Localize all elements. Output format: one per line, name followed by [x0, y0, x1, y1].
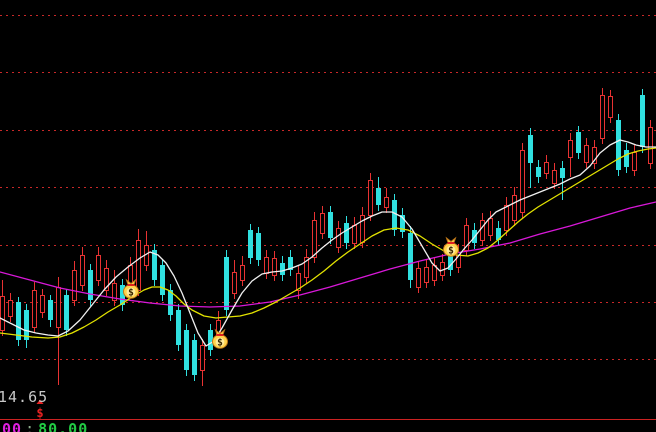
grid-lines — [0, 15, 656, 360]
candle-body-down — [152, 250, 157, 280]
candle-body-up — [544, 162, 549, 174]
candle-body-down — [248, 230, 253, 258]
candle-body-down — [224, 257, 229, 310]
candle-body-up — [600, 95, 605, 139]
candle-body-up — [272, 258, 277, 276]
candle-body-up — [632, 152, 637, 171]
price-label: 14.65 — [0, 388, 49, 406]
candle-body-up — [264, 257, 269, 274]
money-bag-icon: $ — [123, 278, 139, 299]
candle-body-down — [288, 257, 293, 270]
candle-body-down — [624, 150, 629, 167]
candle-body-down — [16, 302, 21, 340]
candle-body-up — [424, 267, 429, 283]
candle-body-up — [512, 195, 517, 221]
candle-body-up — [592, 147, 597, 164]
candle-body-up — [200, 345, 205, 371]
footer-readout: 00:80.00 — [2, 420, 88, 432]
candle-body-up — [520, 150, 525, 213]
candle-body-down — [256, 233, 261, 260]
candle-body-down — [120, 285, 125, 305]
money-bag-icon: $ — [212, 328, 228, 349]
candle-body-up — [232, 272, 237, 294]
candle-body-down — [48, 300, 53, 320]
candle-body-down — [328, 212, 333, 238]
footer-value-right: 80.00 — [38, 420, 89, 432]
candle-body-up — [32, 290, 37, 328]
candle-body-down — [24, 310, 29, 340]
candle-body-up — [480, 220, 485, 241]
candle-body-up — [128, 265, 133, 284]
candle-body-up — [96, 255, 101, 281]
candle-body-up — [336, 228, 341, 248]
candle-body-down — [536, 167, 541, 177]
ma-fast-white — [0, 139, 656, 347]
candle-body-up — [104, 268, 109, 291]
candle-body-up — [464, 225, 469, 251]
candle-body-up — [608, 96, 613, 118]
candle-body-down — [208, 330, 213, 350]
candle-body-down — [408, 233, 413, 280]
candle-body-down — [496, 228, 501, 240]
candle-body-down — [168, 290, 173, 315]
money-bag-icon: $ — [443, 236, 459, 257]
candle-body-up — [384, 197, 389, 208]
candle-body-down — [344, 223, 349, 243]
svg-text:$: $ — [128, 288, 134, 299]
candles — [0, 88, 653, 386]
candle-body-up — [416, 268, 421, 288]
candle-body-down — [64, 295, 69, 330]
candle-body-up — [0, 296, 5, 331]
candle-body-down — [184, 330, 189, 370]
svg-text:$: $ — [217, 338, 223, 349]
candle-body-up — [80, 255, 85, 286]
svg-text:$: $ — [36, 406, 43, 420]
candle-body-down — [448, 255, 453, 270]
candle-body-up — [504, 205, 509, 231]
candle-body-down — [560, 168, 565, 178]
candle-body-up — [56, 287, 61, 328]
candle-body-up — [72, 270, 77, 301]
candle-body-up — [296, 273, 301, 291]
candle-body-down — [392, 200, 397, 230]
candle-body-down — [376, 188, 381, 205]
footer-separator: : — [25, 420, 36, 432]
candle-body-down — [176, 310, 181, 345]
candle-body-down — [280, 263, 285, 275]
candle-body-down — [88, 270, 93, 300]
candle-body-down — [160, 265, 165, 295]
candle-body-up — [352, 225, 357, 244]
candle-body-down — [640, 95, 645, 147]
candle-body-up — [240, 265, 245, 281]
candle-body-down — [576, 132, 581, 153]
candle-body-up — [584, 145, 589, 163]
candle-body-down — [400, 215, 405, 232]
candle-body-up — [648, 127, 653, 164]
candle-body-up — [568, 140, 573, 158]
footer-value-left: 00 — [2, 420, 23, 432]
candle-body-down — [616, 120, 621, 170]
candle-body-up — [320, 213, 325, 234]
candle-body-up — [8, 300, 13, 317]
sell-signal-marker: $ — [36, 399, 44, 420]
candle-body-up — [40, 295, 45, 313]
candle-body-up — [312, 220, 317, 258]
candle-body-down — [192, 340, 197, 375]
candle-body-up — [304, 257, 309, 278]
ma-slow-magenta — [0, 201, 656, 308]
candle-body-up — [368, 180, 373, 216]
candle-body-down — [528, 135, 533, 163]
candle-body-up — [488, 218, 493, 236]
candle-body-up — [136, 240, 141, 291]
candle-body-up — [112, 283, 117, 301]
svg-text:$: $ — [448, 246, 454, 257]
candle-body-up — [552, 170, 557, 184]
